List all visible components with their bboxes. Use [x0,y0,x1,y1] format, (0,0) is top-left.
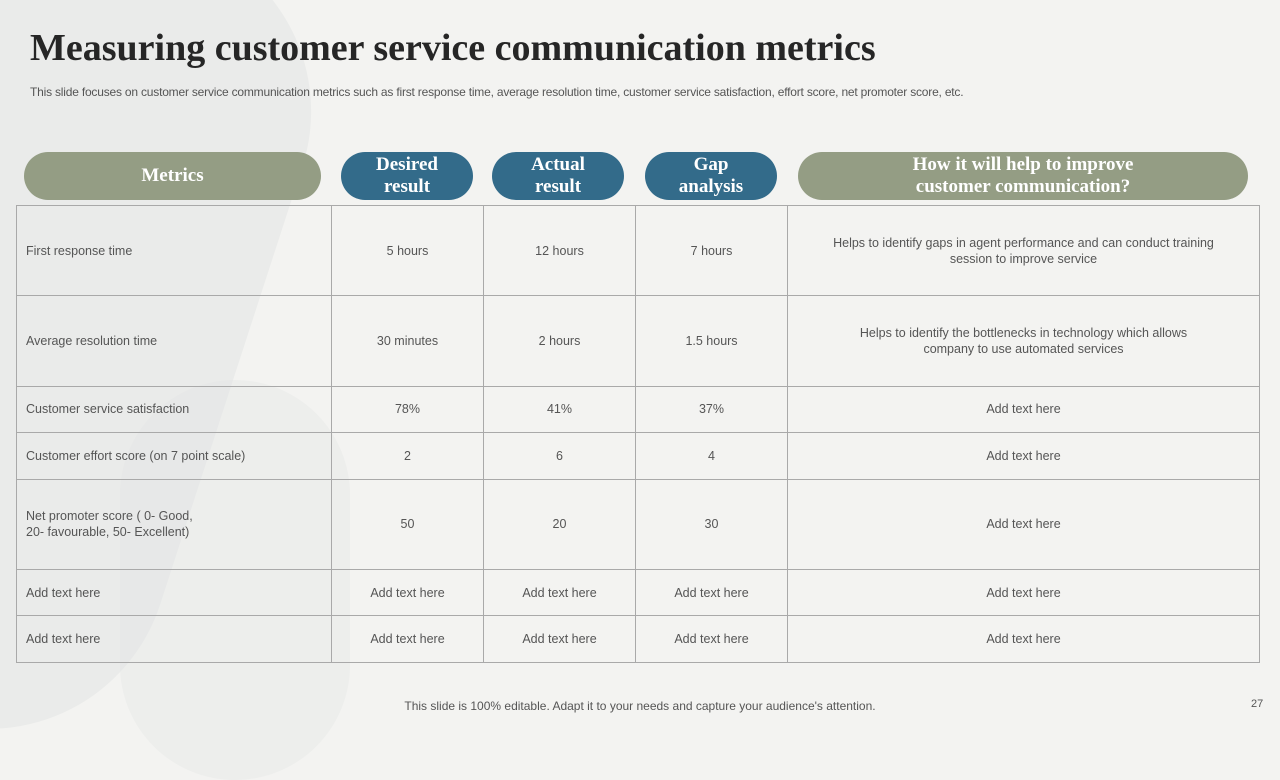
column-header: Gap analysis [645,152,777,200]
table-cell: Add text here [331,568,484,617]
table-cell: Add text here [16,568,332,617]
table-cell: Add text here [635,568,788,617]
table-cell: Customer effort score (on 7 point scale) [16,432,332,480]
table-cell: 1.5 hours [635,295,788,387]
table-cell: 2 hours [483,295,636,387]
column-header: Desired result [341,152,473,200]
column-header: Metrics [24,152,321,200]
page-number: 27 [1251,698,1264,710]
table-cell: Add text here [16,615,332,663]
table-cell: Add text here [635,615,788,663]
table-cell: Add text here [483,615,636,663]
table-row: Customer effort score (on 7 point scale)… [16,432,1260,480]
table-row: Average resolution time 30 minutes 2 hours… [16,295,1260,387]
table-cell: 6 [483,432,636,480]
table-cell: 37% [635,385,788,434]
table-cell: Add text here [787,615,1260,663]
table-cell: 5 hours [331,204,484,297]
table-body: First response time 5 hours 12 hours 7 hour… [16,204,1260,663]
table-cell: Add text here [787,432,1260,480]
column-header: Actual result [492,152,624,200]
table-cell: 20 [483,478,636,570]
table-cell: 7 hours [635,204,788,297]
table-cell: 12 hours [483,204,636,297]
metrics-table: First response time 5 hours 12 hours 7 hour… [16,204,1260,663]
table-row: Add text here Add text here Add text here A… [16,615,1260,663]
table-cell: Helps to identify gaps in agent performa… [787,204,1260,297]
table-row: Add text here Add text here Add text here A… [16,568,1260,617]
table-cell: 30 [635,478,788,570]
table-row: Net promoter score ( 0- Good, 20- favour… [16,478,1260,570]
table-cell: Helps to identify the bottlenecks in tec… [787,295,1260,387]
table-cell: Add text here [787,568,1260,617]
table-cell: 4 [635,432,788,480]
table-cell: Average resolution time [16,295,332,387]
slide-title: Measuring customer service communication… [30,27,876,69]
table-cell: 50 [331,478,484,570]
table-cell: 2 [331,432,484,480]
table-cell: Add text here [787,385,1260,434]
table-row: Customer service satisfaction 78% 41% 37% Ad… [16,385,1260,434]
table-cell: Add text here [331,615,484,663]
slide-subtitle: This slide focuses on customer service c… [30,85,964,99]
slide: {"header": {"title": "Measuring customer… [16,27,1264,713]
table-cell: 41% [483,385,636,434]
table-cell: 78% [331,385,484,434]
column-header: How it will help to improve customer com… [798,152,1248,200]
table-cell: Customer service satisfaction [16,385,332,434]
table-cell: Add text here [483,568,636,617]
table-cell: First response time [16,204,332,297]
table-cell: Net promoter score ( 0- Good, 20- favour… [16,478,332,570]
table-cell: 30 minutes [331,295,484,387]
table-cell: Add text here [787,478,1260,570]
table-row: First response time 5 hours 12 hours 7 hour… [16,204,1260,297]
footer-note: This slide is 100% editable. Adapt it to… [404,699,876,713]
